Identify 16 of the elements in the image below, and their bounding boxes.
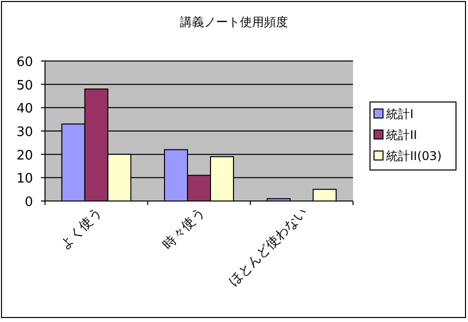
y-tick-label: 40	[16, 102, 33, 117]
y-tick-label: 10	[16, 172, 33, 187]
chart-title: 講義ノート使用頻度	[180, 15, 288, 29]
x-tick-label: ほとんど使わない	[226, 205, 310, 290]
legend-label: 統計II	[386, 128, 418, 142]
y-tick-label: 30	[16, 125, 33, 140]
legend-label: 統計I	[386, 107, 414, 121]
y-tick-label: 20	[16, 148, 33, 164]
y-tick-label: 50	[16, 78, 33, 94]
y-tick-label: 0	[24, 195, 33, 210]
x-tick-label: 時々使う	[160, 205, 208, 253]
x-tick-label: よく使う	[58, 205, 106, 253]
legend-label: 統計II(03)	[386, 149, 442, 163]
y-tick-label: 60	[16, 55, 33, 70]
bar	[266, 198, 291, 202]
bar	[312, 188, 337, 202]
